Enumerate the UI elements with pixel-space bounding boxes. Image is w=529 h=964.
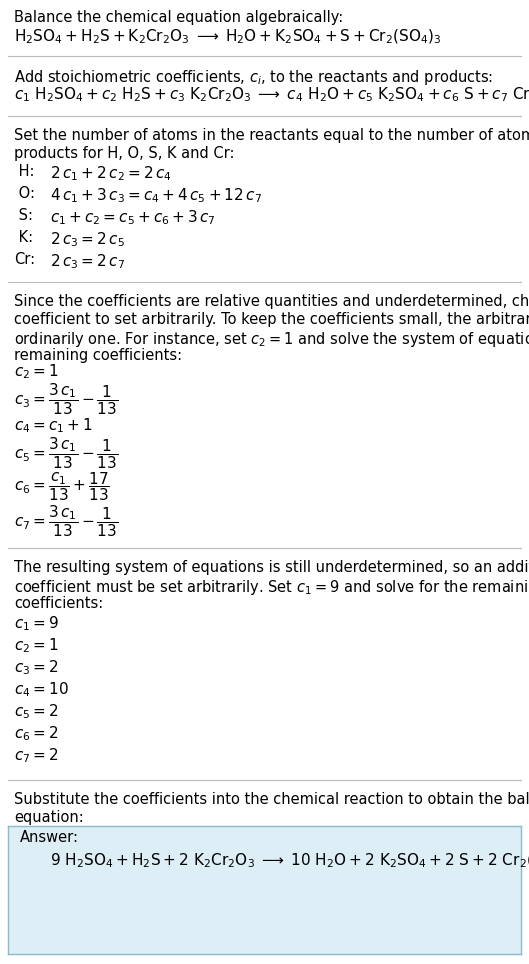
Text: $9\ \mathrm{H_2SO_4} + \mathrm{H_2S} + 2\ \mathrm{K_2Cr_2O_3}$$\;\longrightarrow: $9\ \mathrm{H_2SO_4} + \mathrm{H_2S} + 2… (50, 852, 529, 870)
Text: $c_1\ \mathrm{H_2SO_4} + c_2\ \mathrm{H_2S} + c_3\ \mathrm{K_2Cr_2O_3}$$\;\longr: $c_1\ \mathrm{H_2SO_4} + c_2\ \mathrm{H_… (14, 86, 529, 104)
Text: remaining coefficients:: remaining coefficients: (14, 348, 182, 363)
Text: $c_6 = \dfrac{c_1}{13} + \dfrac{17}{13}$: $c_6 = \dfrac{c_1}{13} + \dfrac{17}{13}$ (14, 470, 110, 503)
Text: $c_6 = 2$: $c_6 = 2$ (14, 724, 59, 742)
Text: Since the coefficients are relative quantities and underdetermined, choose a: Since the coefficients are relative quan… (14, 294, 529, 309)
Text: $c_7 = \dfrac{3\,c_1}{13} - \dfrac{1}{13}$: $c_7 = \dfrac{3\,c_1}{13} - \dfrac{1}{13… (14, 504, 118, 540)
Text: equation:: equation: (14, 810, 84, 825)
Text: $4\,c_1 + 3\,c_3 = c_4 + 4\,c_5 + 12\,c_7$: $4\,c_1 + 3\,c_3 = c_4 + 4\,c_5 + 12\,c_… (50, 186, 262, 204)
Text: Set the number of atoms in the reactants equal to the number of atoms in the: Set the number of atoms in the reactants… (14, 128, 529, 143)
Text: Cr:: Cr: (14, 252, 35, 267)
Text: $c_1 = 9$: $c_1 = 9$ (14, 614, 59, 632)
Text: $c_3 = \dfrac{3\,c_1}{13} - \dfrac{1}{13}$: $c_3 = \dfrac{3\,c_1}{13} - \dfrac{1}{13… (14, 382, 118, 417)
Text: $c_5 = 2$: $c_5 = 2$ (14, 702, 59, 721)
Text: products for H, O, S, K and Cr:: products for H, O, S, K and Cr: (14, 146, 234, 161)
Text: Add stoichiometric coefficients, $c_i$, to the reactants and products:: Add stoichiometric coefficients, $c_i$, … (14, 68, 493, 87)
Text: $c_1 + c_2 = c_5 + c_6 + 3\,c_7$: $c_1 + c_2 = c_5 + c_6 + 3\,c_7$ (50, 208, 216, 227)
Text: Balance the chemical equation algebraically:: Balance the chemical equation algebraica… (14, 10, 343, 25)
Text: coefficient to set arbitrarily. To keep the coefficients small, the arbitrary va: coefficient to set arbitrarily. To keep … (14, 312, 529, 327)
Text: Answer:: Answer: (20, 830, 79, 845)
Text: $2\,c_3 = 2\,c_7$: $2\,c_3 = 2\,c_7$ (50, 252, 125, 271)
Text: O:: O: (14, 186, 35, 201)
Text: $c_3 = 2$: $c_3 = 2$ (14, 658, 59, 677)
Text: coefficient must be set arbitrarily. Set $c_1 = 9$ and solve for the remaining: coefficient must be set arbitrarily. Set… (14, 578, 529, 597)
Text: S:: S: (14, 208, 33, 223)
Text: The resulting system of equations is still underdetermined, so an additional: The resulting system of equations is sti… (14, 560, 529, 575)
Text: K:: K: (14, 230, 33, 245)
Text: $2\,c_3 = 2\,c_5$: $2\,c_3 = 2\,c_5$ (50, 230, 125, 249)
Text: $c_4 = c_1 + 1$: $c_4 = c_1 + 1$ (14, 416, 93, 435)
Text: H:: H: (14, 164, 34, 179)
Text: coefficients:: coefficients: (14, 596, 103, 611)
Text: Substitute the coefficients into the chemical reaction to obtain the balanced: Substitute the coefficients into the che… (14, 792, 529, 807)
Text: $c_2 = 1$: $c_2 = 1$ (14, 636, 59, 655)
Text: $c_2 = 1$: $c_2 = 1$ (14, 362, 59, 381)
Text: $2\,c_1 + 2\,c_2 = 2\,c_4$: $2\,c_1 + 2\,c_2 = 2\,c_4$ (50, 164, 172, 183)
Text: $c_7 = 2$: $c_7 = 2$ (14, 746, 59, 764)
Text: ordinarily one. For instance, set $c_2 = 1$ and solve the system of equations fo: ordinarily one. For instance, set $c_2 =… (14, 330, 529, 349)
Text: $\mathrm{H_2SO_4 + H_2S + K_2Cr_2O_3}$$\;\longrightarrow\;$$\mathrm{H_2O + K_2SO: $\mathrm{H_2SO_4 + H_2S + K_2Cr_2O_3}$$\… (14, 28, 442, 46)
Text: $c_4 = 10$: $c_4 = 10$ (14, 680, 69, 699)
Text: $c_5 = \dfrac{3\,c_1}{13} - \dfrac{1}{13}$: $c_5 = \dfrac{3\,c_1}{13} - \dfrac{1}{13… (14, 436, 118, 471)
